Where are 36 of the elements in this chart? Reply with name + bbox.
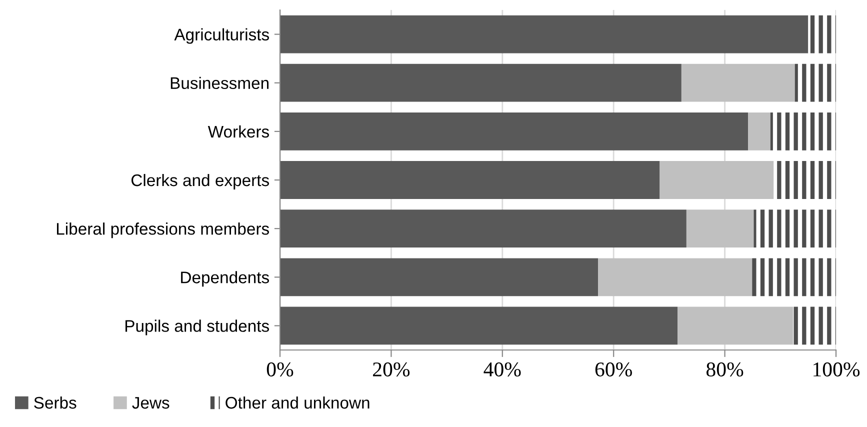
bar (280, 112, 748, 150)
x-tick-label: 80% (706, 362, 744, 377)
y-tick-label: Pupils and students (125, 320, 269, 336)
y-tick-label: Dependents (181, 271, 269, 287)
bar (660, 161, 774, 199)
x-tick-label: 20% (373, 362, 410, 377)
bar (754, 210, 836, 248)
bar (280, 15, 808, 54)
legend-label: Serbs (34, 396, 76, 409)
y-tick-label: Agriculturists (174, 28, 269, 44)
bar (770, 112, 836, 150)
bar (280, 161, 660, 199)
y-tick-label: Businessmen (170, 76, 269, 90)
bar (280, 258, 598, 296)
bar (280, 306, 678, 345)
bar (686, 210, 754, 248)
x-tick-label: 40% (484, 362, 521, 377)
bar (808, 15, 836, 54)
legend-label: Other and unknown (226, 396, 370, 409)
bar (678, 306, 794, 345)
bar (794, 64, 836, 102)
bar (793, 306, 836, 345)
x-tick-label: 100% (814, 362, 860, 377)
x-tick-label: 0% (266, 362, 294, 377)
y-tick-label: Clerks and experts (131, 174, 269, 190)
bar (280, 64, 682, 102)
bar (280, 210, 686, 248)
legend-label: Jews (132, 397, 170, 409)
bar (598, 258, 752, 296)
bar (681, 64, 795, 102)
bar (774, 161, 836, 199)
bar (752, 258, 836, 296)
bar (748, 112, 770, 150)
y-tick-label: Liberal professions members (56, 222, 269, 238)
y-tick-label: Workers (208, 125, 269, 138)
x-tick-label: 60% (595, 362, 632, 377)
